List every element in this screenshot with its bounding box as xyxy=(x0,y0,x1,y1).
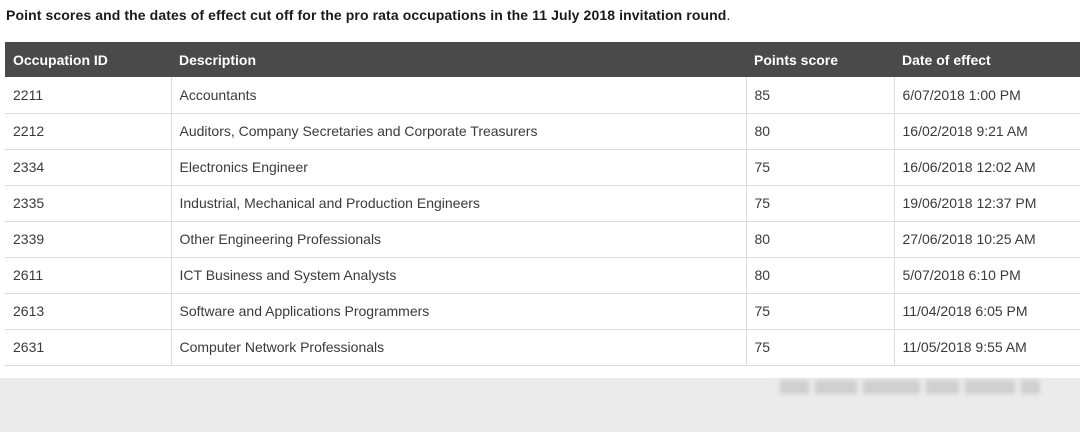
table-row: 2334 Electronics Engineer 75 16/06/2018 … xyxy=(5,149,1080,186)
cell-occupation-id: 2335 xyxy=(5,185,171,222)
cell-description: Electronics Engineer xyxy=(170,149,746,186)
cell-points-score: 80 xyxy=(745,113,894,150)
cell-date-of-effect: 11/04/2018 6:05 PM xyxy=(893,293,1080,330)
cell-date-of-effect: 16/06/2018 12:02 AM xyxy=(893,149,1080,186)
cell-points-score: 85 xyxy=(745,77,894,114)
table-row: 2613 Software and Applications Programme… xyxy=(5,293,1080,330)
table-caption-period: . xyxy=(726,7,731,23)
cell-occupation-id: 2613 xyxy=(5,293,171,330)
table-body: 2211 Accountants 85 6/07/2018 1:00 PM 22… xyxy=(5,77,1080,366)
content-panel: Point scores and the dates of effect cut… xyxy=(0,0,1080,378)
cell-points-score: 80 xyxy=(745,221,894,258)
cell-points-score: 80 xyxy=(745,257,894,294)
table-header-row: Occupation ID Description Points score D… xyxy=(5,42,1080,77)
table-row: 2335 Industrial, Mechanical and Producti… xyxy=(5,185,1080,222)
cell-date-of-effect: 11/05/2018 9:55 AM xyxy=(893,329,1080,366)
cell-date-of-effect: 6/07/2018 1:00 PM xyxy=(893,77,1080,114)
cell-occupation-id: 2339 xyxy=(5,221,171,258)
cell-description: ICT Business and System Analysts xyxy=(170,257,746,294)
table-caption-text: Point scores and the dates of effect cut… xyxy=(6,7,727,23)
table-row: 2631 Computer Network Professionals 75 1… xyxy=(5,329,1080,366)
table-header: Occupation ID Description Points score D… xyxy=(5,42,1080,77)
cell-date-of-effect: 16/02/2018 9:21 AM xyxy=(893,113,1080,150)
table-row: 2212 Auditors, Company Secretaries and C… xyxy=(5,113,1080,150)
cell-description: Other Engineering Professionals xyxy=(170,221,746,258)
cell-points-score: 75 xyxy=(745,185,894,222)
cell-description: Industrial, Mechanical and Production En… xyxy=(170,185,746,222)
header-date-of-effect: Date of effect xyxy=(902,51,991,68)
cell-description: Auditors, Company Secretaries and Corpor… xyxy=(170,113,746,150)
cell-occupation-id: 2211 xyxy=(5,77,171,114)
cell-description: Software and Applications Programmers xyxy=(170,293,746,330)
cell-occupation-id: 2611 xyxy=(5,257,171,294)
cell-date-of-effect: 27/06/2018 10:25 AM xyxy=(893,221,1080,258)
cell-date-of-effect: 19/06/2018 12:37 PM xyxy=(893,185,1080,222)
cell-points-score: 75 xyxy=(745,149,894,186)
cell-occupation-id: 2212 xyxy=(5,113,171,150)
cell-occupation-id: 2334 xyxy=(5,149,171,186)
table-row: 2211 Accountants 85 6/07/2018 1:00 PM xyxy=(5,77,1080,114)
cell-points-score: 75 xyxy=(745,293,894,330)
cell-occupation-id: 2631 xyxy=(5,329,171,366)
table-row: 2339 Other Engineering Professionals 80 … xyxy=(5,221,1080,258)
cell-description: Computer Network Professionals xyxy=(170,329,746,366)
cell-description: Accountants xyxy=(170,77,746,114)
table-row: 2611 ICT Business and System Analysts 80… xyxy=(5,257,1080,294)
cell-date-of-effect: 5/07/2018 6:10 PM xyxy=(893,257,1080,294)
header-points-score: Points score xyxy=(754,51,839,68)
table-caption: Point scores and the dates of effect cut… xyxy=(6,7,730,23)
cell-points-score: 75 xyxy=(745,329,894,366)
occupation-table: Occupation ID Description Points score D… xyxy=(5,42,1080,366)
watermark-blur xyxy=(780,368,1040,406)
header-description: Description xyxy=(179,51,257,68)
header-occupation-id: Occupation ID xyxy=(13,51,108,68)
